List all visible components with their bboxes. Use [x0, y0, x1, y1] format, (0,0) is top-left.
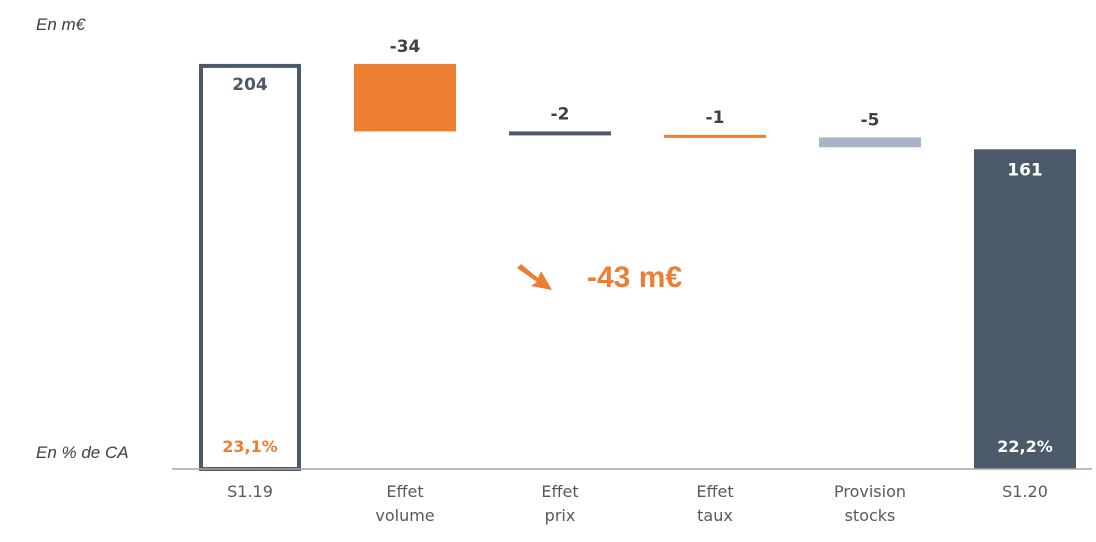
- bar-value-label: -5: [861, 110, 880, 130]
- category-label-line: Effet: [386, 482, 423, 501]
- bar-delta: [509, 131, 611, 136]
- percent-of-revenue-label: En % de CA: [36, 443, 129, 462]
- bar-value-label: 161: [1007, 160, 1043, 180]
- bar-total: [974, 149, 1076, 470]
- category-label: S1.19: [227, 482, 273, 501]
- category-label: Effet prix: [541, 482, 578, 525]
- bar-delta: [819, 137, 921, 148]
- bar-value-label: -2: [551, 104, 570, 124]
- category-label: Provision stocks: [834, 482, 906, 525]
- category-label: Effet taux: [696, 482, 733, 525]
- bar-value-label: 204: [232, 75, 268, 95]
- category-label-line: taux: [697, 506, 733, 525]
- total-change-value: -43 m€: [587, 261, 682, 294]
- bar-value-label: -1: [706, 108, 725, 128]
- bar-delta: [354, 63, 456, 132]
- bar-value-label: -34: [390, 37, 421, 57]
- total-change-annotation: -43 m€: [517, 261, 682, 294]
- category-label-line: S1.20: [1002, 482, 1048, 501]
- category-label-line: stocks: [845, 506, 896, 525]
- category-label-line: Effet: [541, 482, 578, 501]
- unit-label: En m€: [36, 15, 87, 34]
- labels-layer: 204 23,1% S1.19 -34 Effet volume -2 Effet prix -1…: [222, 37, 1053, 525]
- category-label-line: S1.19: [227, 482, 273, 501]
- category-label-line: volume: [375, 506, 434, 525]
- category-label: S1.20: [1002, 482, 1048, 501]
- bar-percent-label: 23,1%: [222, 437, 278, 456]
- category-label: Effet volume: [375, 482, 434, 525]
- bar-percent-label: 22,2%: [997, 437, 1053, 456]
- category-label-line: Effet: [696, 482, 733, 501]
- arrow-down-right-icon: [517, 264, 552, 290]
- category-label-line: prix: [545, 506, 576, 525]
- bar-total-outline: [199, 63, 301, 472]
- category-label-line: Provision: [834, 482, 906, 501]
- bar-delta: [664, 134, 766, 138]
- bars-layer: [199, 63, 1076, 472]
